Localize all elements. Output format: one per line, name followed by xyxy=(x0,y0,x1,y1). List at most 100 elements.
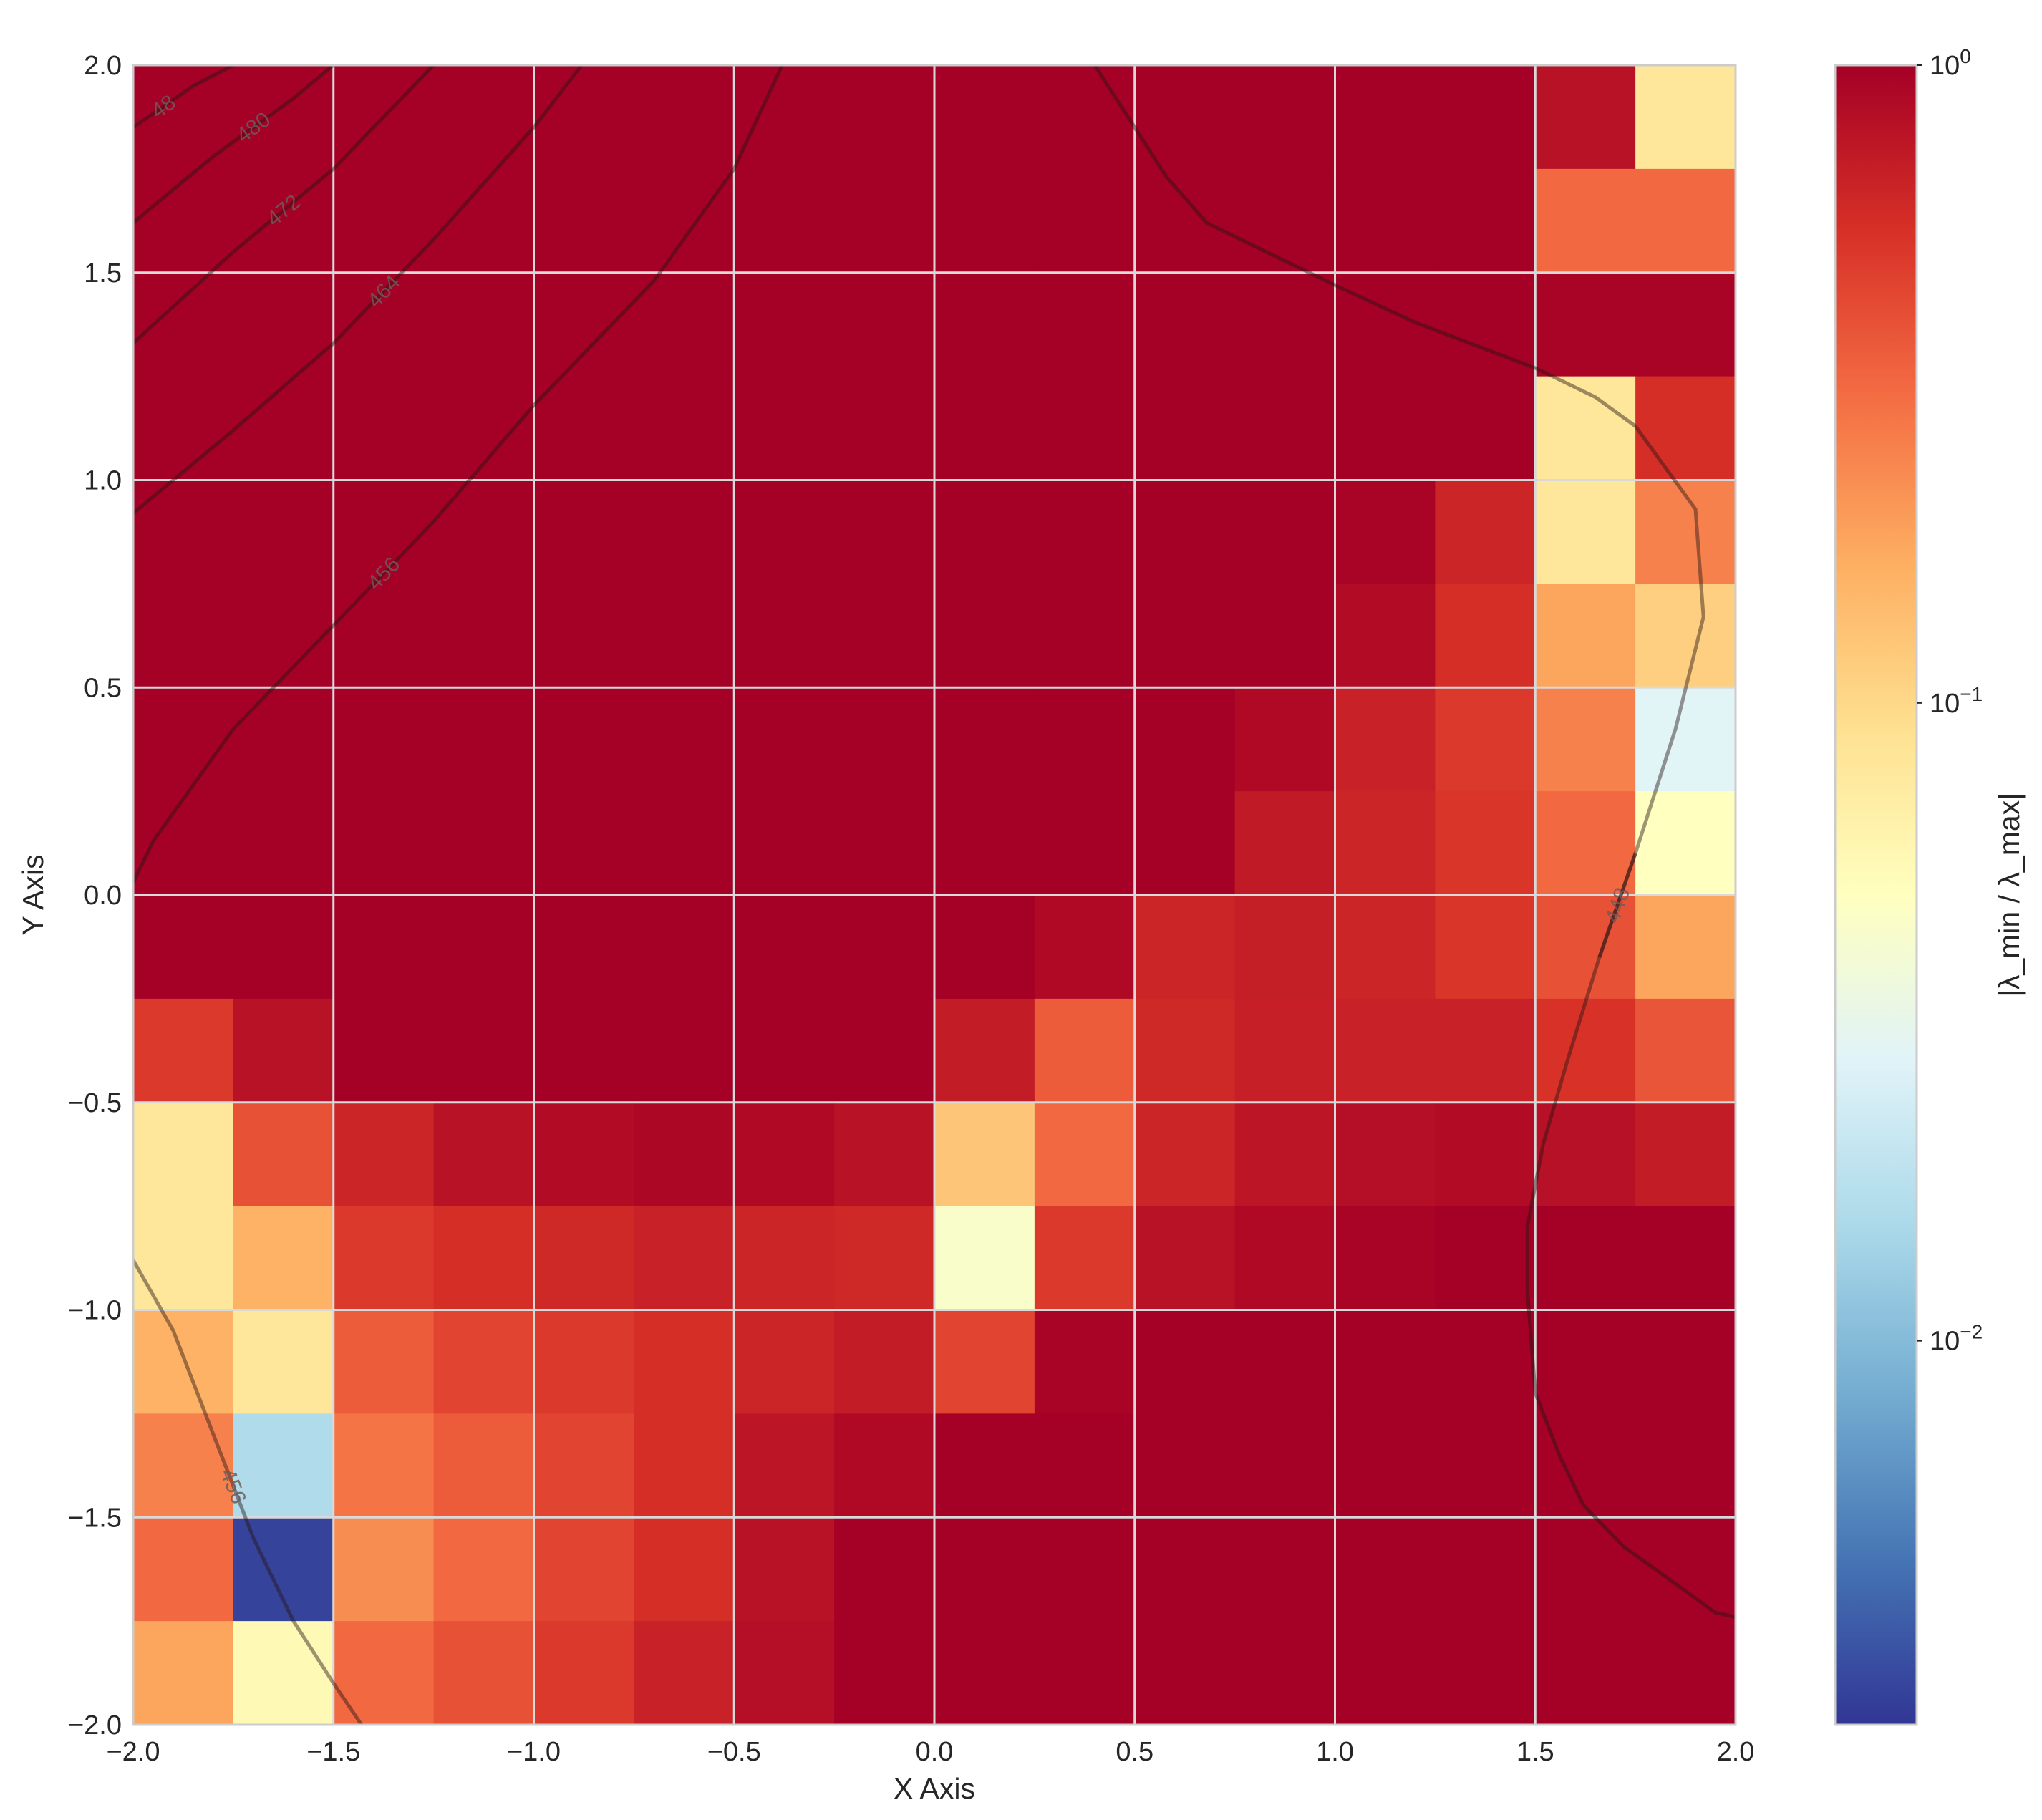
colorbar-tick-label: 10−1 xyxy=(1930,683,1983,719)
heatmap-cell xyxy=(1234,480,1336,584)
y-axis-label: Y Axis xyxy=(16,854,49,935)
heatmap-cell xyxy=(333,1517,435,1622)
heatmap-cell xyxy=(1535,65,1636,170)
heatmap-cell xyxy=(1234,1621,1336,1725)
colorbar-tick-label: 10−2 xyxy=(1930,1321,1983,1357)
heatmap-cell xyxy=(333,895,435,999)
heatmap-cell xyxy=(1134,168,1236,274)
heatmap-cell xyxy=(1535,480,1636,584)
heatmap-cell xyxy=(634,998,735,1103)
heatmap-cell xyxy=(1134,272,1236,377)
contour-line xyxy=(1597,853,1637,958)
heatmap-cell xyxy=(834,584,935,688)
heatmap-cell xyxy=(533,1102,634,1207)
heatmap-cell xyxy=(333,1206,435,1311)
heatmap-cell xyxy=(1034,687,1136,792)
heatmap-cell xyxy=(1635,1310,1736,1414)
heatmap-cell xyxy=(1034,791,1136,896)
heatmap-cell xyxy=(1435,998,1536,1103)
heatmap-cell xyxy=(834,895,935,999)
heatmap-cell xyxy=(1435,895,1536,999)
heatmap-cell xyxy=(233,1517,334,1622)
heatmap-cell xyxy=(1134,1621,1236,1725)
x-axis-label: X Axis xyxy=(894,1772,975,1805)
heatmap-cell xyxy=(1034,895,1136,999)
x-tick-label: 0.5 xyxy=(1116,1737,1153,1767)
heatmap-cell xyxy=(1134,376,1236,481)
y-tick-label: 2.0 xyxy=(84,51,122,81)
heatmap-cell xyxy=(433,687,535,792)
heatmap-cell xyxy=(233,480,334,584)
heatmap-cell xyxy=(533,1413,634,1518)
heatmap-cell xyxy=(634,584,735,688)
heatmap-cell xyxy=(1234,376,1336,481)
heatmap-cell xyxy=(1335,480,1436,584)
heatmap-cell xyxy=(734,65,835,170)
x-tick-label: 0.0 xyxy=(916,1737,954,1767)
heatmap-cell xyxy=(533,376,634,481)
heatmap-cells xyxy=(133,65,1736,1725)
heatmap-cell xyxy=(433,1621,535,1725)
heatmap-cell xyxy=(333,1621,435,1725)
heatmap-cell xyxy=(834,376,935,481)
heatmap-cell xyxy=(934,1310,1035,1414)
heatmap-cell xyxy=(634,791,735,896)
heatmap-cell xyxy=(1234,1310,1336,1414)
heatmap-cell xyxy=(934,791,1035,896)
heatmap-cell xyxy=(1034,1310,1136,1414)
heatmap-cell xyxy=(734,791,835,896)
heatmap-cell xyxy=(634,895,735,999)
heatmap-cell xyxy=(1435,1621,1536,1725)
heatmap-cell xyxy=(1435,480,1536,584)
heatmap-cell xyxy=(1435,1517,1536,1622)
heatmap-cell xyxy=(1635,1413,1736,1518)
heatmap-cell xyxy=(1034,1413,1136,1518)
x-tick-label: 1.0 xyxy=(1316,1737,1354,1767)
heatmap-cell xyxy=(233,584,334,688)
heatmap-cell xyxy=(1234,584,1336,688)
x-tick-label: −2.0 xyxy=(106,1737,160,1767)
heatmap-cell xyxy=(133,65,234,170)
heatmap-cell xyxy=(133,1310,234,1414)
heatmap-cell xyxy=(634,168,735,274)
heatmap-cell xyxy=(233,1102,334,1207)
heatmap-cell xyxy=(1335,1310,1436,1414)
heatmap-cell xyxy=(634,1621,735,1725)
heatmap-cell xyxy=(1435,687,1536,792)
heatmap-cell xyxy=(133,376,234,481)
heatmap-cell xyxy=(233,376,334,481)
heatmap-cell xyxy=(133,895,234,999)
heatmap-cell xyxy=(634,376,735,481)
y-tick-label: 0.5 xyxy=(84,673,122,703)
heatmap-cell xyxy=(634,1517,735,1622)
heatmap-cell xyxy=(233,791,334,896)
heatmap-cell xyxy=(1335,998,1436,1103)
heatmap-cell xyxy=(934,895,1035,999)
heatmap-cell xyxy=(1435,1310,1536,1414)
contour-line xyxy=(1093,64,1736,1619)
y-tick-labels: 2.0 1.5 1.0 0.5 0.0 −0.5 −1.0 −1.5 −2.0 xyxy=(68,51,122,1741)
heatmap-cell xyxy=(834,1206,935,1311)
x-tick-label: −0.5 xyxy=(707,1737,761,1767)
heatmap-cell xyxy=(233,272,334,377)
heatmap-cell xyxy=(934,1102,1035,1207)
x-tick-labels: −2.0 −1.5 −1.0 −0.5 0.0 0.5 1.0 1.5 2.0 xyxy=(106,1737,1754,1767)
colorbar-label: |λ_min / λ_max| xyxy=(1993,793,2026,997)
heatmap-cell xyxy=(1134,1206,1236,1311)
heatmap-cell xyxy=(533,791,634,896)
heatmap-cell xyxy=(734,168,835,274)
heatmap-cell xyxy=(834,791,935,896)
heatmap-cell xyxy=(533,65,634,170)
heatmap-cell xyxy=(834,1621,935,1725)
heatmap-cell xyxy=(1134,584,1236,688)
heatmap-cell xyxy=(1535,1413,1636,1518)
heatmap-cell xyxy=(333,168,435,274)
heatmap-cell xyxy=(1335,1621,1436,1725)
heatmap-cell xyxy=(1134,998,1236,1103)
heatmap-cell xyxy=(1134,687,1236,792)
heatmap-cell xyxy=(1335,1413,1436,1518)
heatmap-cell xyxy=(333,584,435,688)
heatmap-cell xyxy=(934,65,1035,170)
y-tick-label: 0.0 xyxy=(84,881,122,911)
heatmap-cell xyxy=(433,791,535,896)
